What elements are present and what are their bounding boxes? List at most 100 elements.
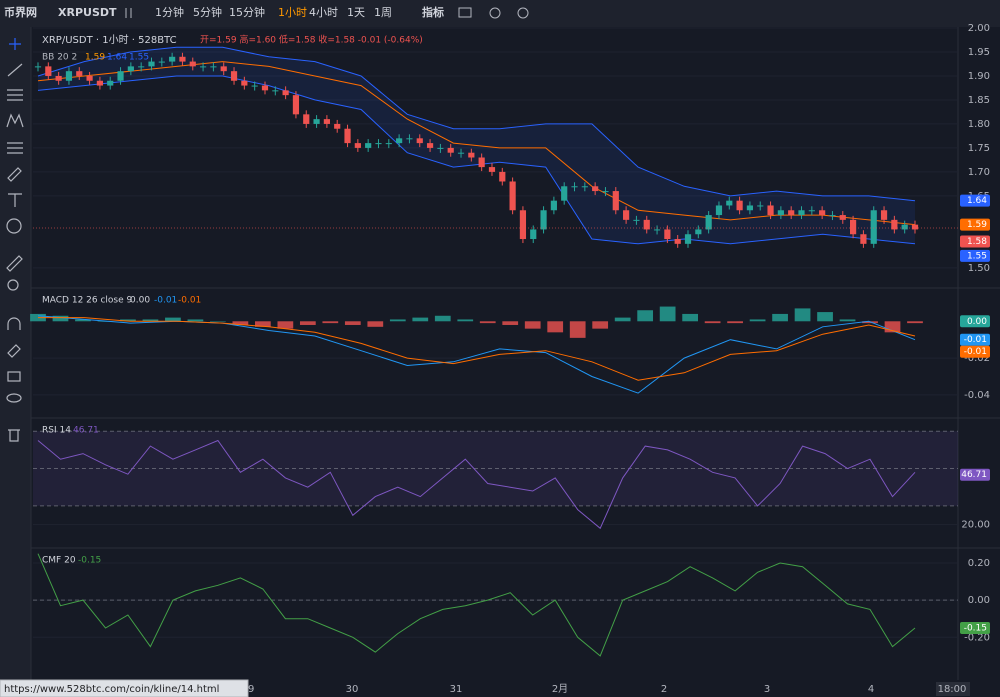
interval-button[interactable]: 5分钟 bbox=[193, 5, 222, 19]
ruler-tool[interactable] bbox=[6, 255, 23, 272]
histogram-bar bbox=[727, 321, 743, 324]
candle-body bbox=[96, 80, 104, 86]
candle-body bbox=[313, 119, 320, 124]
price-tag-label: -0.15 bbox=[964, 624, 987, 634]
lock-drawing-tool[interactable] bbox=[7, 344, 21, 358]
snapshot-icon[interactable] bbox=[458, 7, 472, 18]
magnet-tool[interactable] bbox=[7, 317, 21, 330]
candle-body bbox=[457, 152, 465, 154]
candle-body bbox=[571, 186, 578, 188]
indicator-value: 0.00 bbox=[130, 296, 150, 306]
price-tag-label: 1.59 bbox=[967, 220, 987, 230]
indicators-button[interactable]: 指标 bbox=[422, 5, 444, 19]
candle-body bbox=[210, 66, 217, 68]
candle-body bbox=[127, 66, 134, 72]
candle-body bbox=[664, 229, 671, 240]
histogram-bar bbox=[817, 312, 833, 322]
basis-line bbox=[37, 61, 916, 226]
candle-body bbox=[798, 210, 805, 216]
candle-body bbox=[839, 215, 846, 220]
candle-body bbox=[220, 66, 227, 72]
pattern-tool[interactable] bbox=[6, 113, 24, 128]
interval-button[interactable]: 4小时 bbox=[309, 6, 338, 19]
price-tag bbox=[960, 622, 990, 634]
candle-body bbox=[509, 181, 516, 211]
candle-body bbox=[901, 224, 908, 230]
text-tool[interactable] bbox=[8, 193, 22, 207]
candle-body bbox=[261, 85, 269, 91]
candle-body bbox=[715, 205, 723, 216]
histogram-bar bbox=[232, 321, 249, 325]
histogram-bar bbox=[434, 315, 451, 322]
histogram-bar bbox=[704, 321, 721, 324]
candle-body bbox=[179, 56, 186, 62]
visibility-tool[interactable] bbox=[6, 393, 22, 403]
candle-body bbox=[468, 152, 475, 158]
price-tag-label: 1.58 bbox=[967, 237, 987, 247]
drawing-tools bbox=[6, 38, 24, 442]
candle-body bbox=[272, 90, 279, 92]
candle-body bbox=[777, 210, 784, 216]
candle-body bbox=[488, 167, 496, 172]
candle-body bbox=[334, 123, 341, 129]
histogram-bar bbox=[457, 319, 474, 322]
price-tag-label: 1.55 bbox=[967, 251, 987, 261]
indicator-value: 1.55 bbox=[129, 53, 149, 63]
lock-tool[interactable] bbox=[7, 371, 21, 382]
emoji-tool[interactable] bbox=[6, 218, 22, 234]
y-tick-label: 2.00 bbox=[968, 23, 990, 34]
brush-tool[interactable] bbox=[7, 167, 22, 182]
y-tick-label: 1.95 bbox=[968, 47, 990, 58]
indicator-value: -0.01 bbox=[154, 296, 177, 306]
logo[interactable]: 币界网 bbox=[4, 6, 37, 19]
interval-button[interactable]: 1分钟 bbox=[155, 5, 184, 19]
fullscreen-icon[interactable] bbox=[517, 7, 529, 19]
candle-body bbox=[478, 157, 485, 168]
projection-tool[interactable] bbox=[7, 142, 23, 154]
delete-tool[interactable] bbox=[8, 429, 20, 442]
price-tag bbox=[960, 315, 990, 328]
candle-body bbox=[241, 80, 248, 86]
candle-body bbox=[849, 219, 857, 235]
interval-button[interactable]: 1小时 bbox=[278, 6, 307, 19]
time-label: 2月 bbox=[552, 683, 568, 695]
candle-body bbox=[76, 71, 83, 76]
candle-body bbox=[674, 239, 681, 244]
y-tick-label: 1.70 bbox=[968, 167, 990, 178]
histogram-bar bbox=[367, 321, 384, 327]
histogram-bar bbox=[75, 319, 91, 322]
zoom-tool[interactable] bbox=[7, 279, 19, 291]
compare-icon[interactable] bbox=[125, 8, 132, 18]
settings-icon[interactable] bbox=[489, 7, 501, 19]
candle-body bbox=[34, 66, 42, 68]
candle-body bbox=[880, 210, 888, 220]
interval-button[interactable]: 1周 bbox=[374, 6, 392, 19]
price-tag-label: 1.64 bbox=[967, 196, 987, 206]
time-label: 3 bbox=[764, 684, 770, 695]
histogram-bar bbox=[52, 315, 69, 322]
interval-button[interactable]: 15分钟 bbox=[229, 5, 265, 19]
cmf-line bbox=[37, 553, 916, 657]
candle-body bbox=[65, 71, 73, 81]
price-tag-label: 0.00 bbox=[967, 317, 987, 327]
interval-button[interactable]: 1天 bbox=[347, 6, 365, 19]
signal-line bbox=[38, 317, 916, 381]
price-tag bbox=[960, 194, 990, 207]
trendline-tool[interactable] bbox=[7, 63, 23, 77]
symbol[interactable]: XRPUSDT bbox=[58, 6, 117, 19]
crosshair-tool[interactable] bbox=[9, 38, 21, 50]
histogram-bar bbox=[884, 321, 901, 333]
histogram-bar bbox=[210, 321, 226, 322]
histogram-bar bbox=[165, 317, 181, 322]
histogram-bar bbox=[907, 321, 923, 324]
histogram-bar bbox=[322, 321, 339, 324]
fib-tool[interactable] bbox=[7, 89, 23, 101]
price-tag bbox=[960, 249, 990, 262]
price-tag-label: 46.71 bbox=[961, 470, 987, 480]
price-tag-label: -0.01 bbox=[964, 335, 987, 345]
candle-body bbox=[612, 191, 619, 211]
histogram-bar bbox=[569, 321, 586, 338]
candle-body bbox=[519, 210, 527, 240]
indicator-value: 1.64 bbox=[107, 53, 127, 63]
time-label: 2 bbox=[661, 684, 667, 695]
